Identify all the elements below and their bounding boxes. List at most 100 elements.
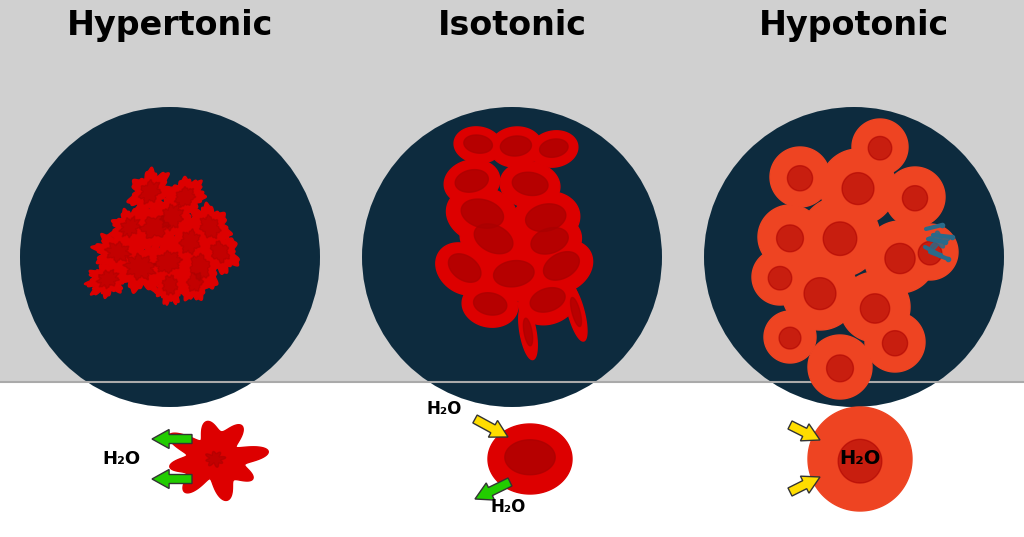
Polygon shape [473,293,507,315]
Polygon shape [519,304,538,360]
Polygon shape [852,119,908,175]
Polygon shape [152,469,193,489]
Polygon shape [490,127,542,167]
Polygon shape [168,216,210,267]
Polygon shape [449,254,481,282]
Polygon shape [109,205,152,249]
Polygon shape [138,179,161,204]
Polygon shape [164,177,206,217]
Polygon shape [85,260,130,299]
Polygon shape [460,212,526,268]
Polygon shape [523,318,532,346]
Polygon shape [189,202,232,250]
Polygon shape [902,224,958,280]
Polygon shape [512,192,580,246]
Polygon shape [752,249,808,305]
Text: H₂O: H₂O [490,498,525,516]
Polygon shape [206,452,225,467]
Text: Hypertonic: Hypertonic [67,9,273,42]
Polygon shape [180,240,220,294]
Polygon shape [454,127,502,163]
Polygon shape [105,240,172,293]
Polygon shape [531,240,593,294]
Polygon shape [842,172,873,205]
Polygon shape [518,277,578,325]
Polygon shape [768,266,792,290]
Polygon shape [127,167,172,216]
Polygon shape [840,272,910,342]
Polygon shape [456,170,488,192]
Polygon shape [530,288,565,312]
Polygon shape [155,265,185,305]
Polygon shape [839,439,882,483]
Polygon shape [860,294,890,323]
Polygon shape [464,135,493,153]
Polygon shape [868,136,892,160]
Polygon shape [885,167,945,227]
Polygon shape [823,222,857,256]
Polygon shape [436,243,493,295]
Polygon shape [474,224,513,254]
Polygon shape [186,273,204,292]
Polygon shape [544,252,580,280]
Polygon shape [91,231,145,273]
Polygon shape [160,204,183,231]
Polygon shape [475,478,512,500]
Polygon shape [461,199,504,228]
Polygon shape [565,283,587,341]
Polygon shape [820,149,896,225]
Polygon shape [525,204,566,231]
Polygon shape [178,263,212,301]
Polygon shape [808,335,872,399]
Polygon shape [154,251,182,273]
Polygon shape [500,162,560,208]
Polygon shape [0,0,1024,382]
Polygon shape [210,241,229,263]
Polygon shape [808,407,912,511]
Polygon shape [501,136,531,156]
Polygon shape [540,139,568,157]
Polygon shape [787,165,813,191]
Polygon shape [531,228,568,254]
Polygon shape [800,197,880,277]
Text: H₂O: H₂O [427,400,462,418]
Polygon shape [488,424,572,494]
Polygon shape [570,297,582,326]
Polygon shape [758,205,822,269]
Polygon shape [883,331,907,356]
Polygon shape [123,253,156,280]
Polygon shape [462,283,518,327]
Polygon shape [788,476,820,496]
Polygon shape [788,421,820,441]
Polygon shape [826,355,853,382]
Circle shape [20,107,319,407]
Polygon shape [169,422,268,500]
Polygon shape [764,311,816,363]
Circle shape [705,107,1004,407]
Polygon shape [804,278,836,309]
Polygon shape [119,216,140,238]
Text: Isotonic: Isotonic [437,9,587,42]
Polygon shape [139,216,171,238]
Polygon shape [480,249,548,301]
Polygon shape [530,131,578,167]
Circle shape [362,107,662,407]
Polygon shape [929,231,950,250]
Text: H₂O: H₂O [101,450,140,468]
Polygon shape [919,242,942,265]
Polygon shape [776,225,804,252]
Polygon shape [200,215,221,238]
Polygon shape [865,312,925,372]
Text: H₂O: H₂O [840,449,881,468]
Polygon shape [152,430,193,448]
Polygon shape [147,191,196,245]
Polygon shape [104,242,131,263]
Polygon shape [179,229,200,255]
Polygon shape [190,253,210,281]
Polygon shape [782,254,858,330]
Polygon shape [139,239,197,285]
Polygon shape [770,147,830,207]
Text: Hypotonic: Hypotonic [759,9,949,42]
Polygon shape [494,260,535,287]
Polygon shape [473,415,508,437]
